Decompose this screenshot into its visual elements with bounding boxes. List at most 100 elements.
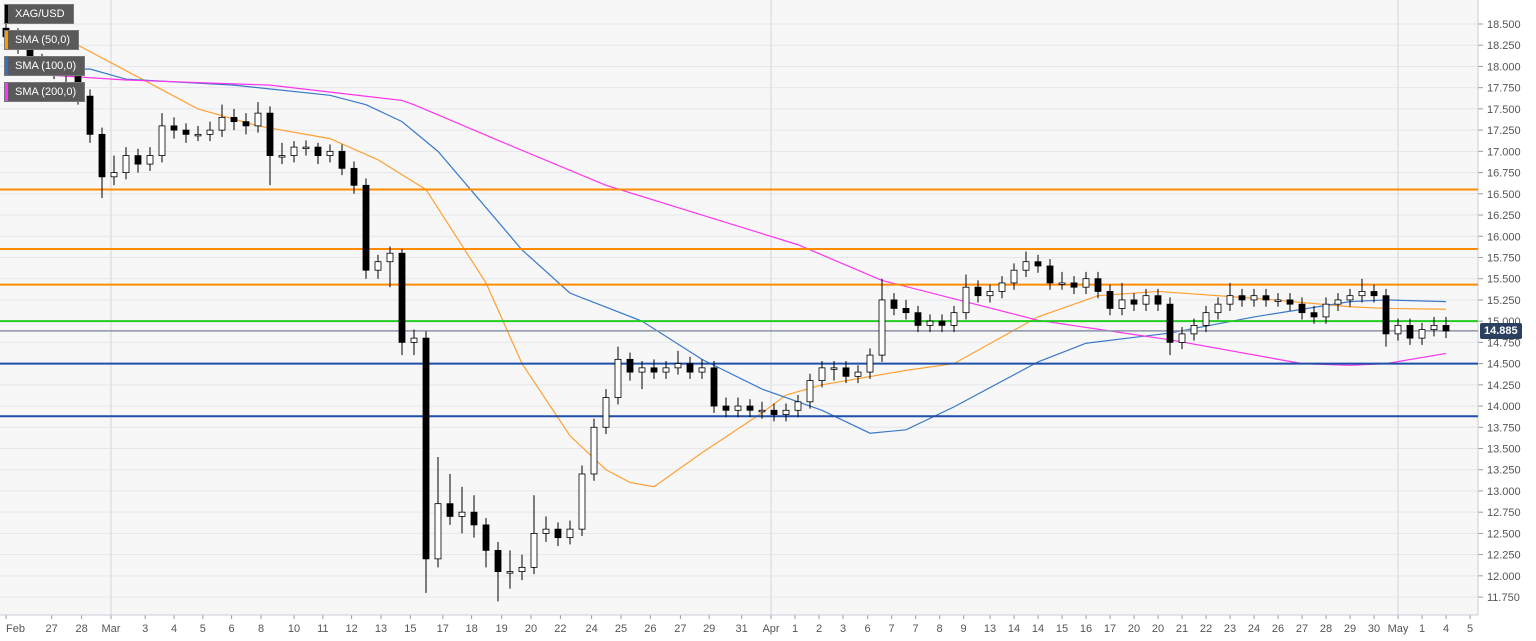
candle [86,89,94,143]
candle [626,352,634,381]
candle [998,276,1006,299]
candle-body [254,112,262,127]
current-price-tag: 14.885 [1480,323,1522,339]
x-tick-label: 28 [1320,623,1332,635]
x-tick-label: 21 [1176,623,1188,635]
x-tick-label: 15 [404,623,416,635]
candle-body [1082,278,1090,288]
candle [278,142,286,165]
x-tick-label: 29 [1344,623,1356,635]
y-tick-label: 15.750 [1487,252,1521,264]
candle-body [1226,295,1234,305]
candle-body [1250,295,1258,301]
candle [362,178,370,279]
candle-body [926,320,934,326]
candle-body [410,337,418,343]
candle-body [1274,299,1282,302]
candle-body [470,511,478,526]
candle-body [1370,291,1378,297]
candle [782,403,790,422]
candle-body [662,367,670,373]
plot-background [0,0,1478,615]
x-tick-label: 13 [984,623,996,635]
candle [446,473,454,525]
candle [1322,297,1330,324]
x-tick-label: 27 [674,623,686,635]
candle [1058,271,1066,290]
candle-body [1178,333,1186,343]
y-tick-label: 16.500 [1487,189,1521,201]
candle [554,522,562,547]
candle [302,140,310,156]
candle-body [1106,291,1114,309]
candle [1406,318,1414,345]
candle [338,144,346,176]
candle-body [770,409,778,415]
candle [254,102,262,133]
candle-body [326,150,334,156]
x-tick-label: 31 [735,623,747,635]
candle [638,361,646,390]
candle-body [1202,312,1210,326]
legend-item-symbol[interactable]: XAG/USD [4,4,74,24]
candle-body [1046,265,1054,284]
x-tick-label: 23 [1224,623,1236,635]
x-tick-label: 30 [1368,623,1380,635]
candle [1334,293,1342,311]
candle-body [362,184,370,271]
candle-body [602,397,610,428]
candle-body [1262,295,1270,301]
candle [194,125,202,142]
x-tick-label: 13 [375,623,387,635]
candle-body [782,409,790,415]
candle [1178,327,1186,350]
candle-body [698,367,706,373]
candle [134,148,142,173]
y-tick-label: 18.250 [1487,40,1521,52]
legend-item-sma50[interactable]: SMA (50,0) [4,30,80,50]
x-tick-label: May [1388,623,1409,635]
candle-body [1322,303,1330,318]
x-tick-label: Mar [102,623,121,635]
candle-body [218,116,226,131]
y-tick-label: 14.500 [1487,359,1521,371]
candle [950,305,958,333]
candle [722,397,730,418]
candle [1298,297,1306,320]
y-tick-label: 13.750 [1487,422,1521,434]
candle-body [494,549,502,573]
candle-body [1358,291,1366,297]
candle-body [818,367,826,381]
candle-body [986,291,994,297]
x-tick-label: 22 [1200,623,1212,635]
candle [1022,251,1030,278]
candle [506,550,514,589]
candle [182,123,190,143]
y-tick-label: 12.500 [1487,528,1521,540]
candle-body [542,528,550,534]
candle [854,365,862,384]
legend-item-sma100[interactable]: SMA (100,0) [4,56,86,76]
candle-body [686,363,694,373]
candle [1142,288,1150,311]
x-tick-label: Apr [762,623,779,635]
y-tick-label: 17.500 [1487,104,1521,116]
x-tick-label: 20 [1128,623,1140,635]
candle-body [122,155,130,173]
legend-label: SMA (200,0) [15,86,77,98]
candle-body [566,528,574,539]
candle [1034,254,1042,273]
candle [770,403,778,422]
x-tick-label: 8 [937,623,943,635]
candle [350,161,358,194]
legend-swatch [5,31,8,49]
candle-body [938,320,946,326]
candle [1430,316,1438,337]
candle [878,278,886,362]
legend-item-sma200[interactable]: SMA (200,0) [4,82,86,102]
candle-body [1022,261,1030,271]
candle [710,361,718,413]
candle [890,293,898,316]
candle-body [614,358,622,398]
